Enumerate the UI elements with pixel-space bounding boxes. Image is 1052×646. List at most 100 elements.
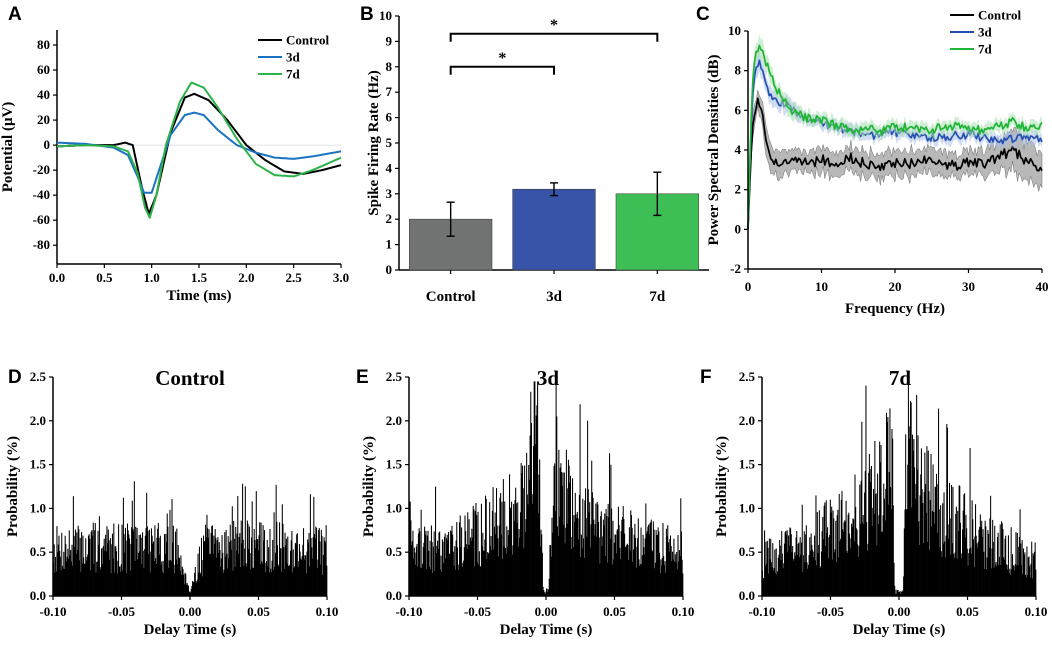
histogram-bar [426,535,428,596]
histogram-bar [630,515,632,596]
histogram-bar [476,562,478,596]
histogram-bar [266,561,268,596]
histogram-bar [133,531,135,596]
histogram-bar [501,501,503,596]
histogram-bar [107,543,109,596]
histogram-bar [128,534,130,596]
y-tick-label: 1.5 [739,457,756,472]
histogram-bar [583,557,585,596]
histogram-bar [272,539,274,596]
histogram-bar [199,572,201,596]
histogram-bar [210,532,212,596]
histogram-bar [626,544,628,596]
histogram-bar [558,449,560,596]
histogram-bar [144,535,146,596]
histogram-bar [964,493,966,596]
histogram-bar [792,560,794,596]
histogram-bar [446,534,448,596]
histogram-bar [460,547,462,596]
histogram-bar [156,537,158,596]
histogram-bar [788,535,790,596]
histogram-bar [944,541,946,596]
histogram-bar [540,529,542,596]
histogram-bar [682,573,684,596]
y-tick-label: -2 [730,261,741,276]
histogram-bar [184,572,186,596]
histogram-bar [291,531,293,596]
histogram-bar [287,566,289,596]
histogram-bar [248,548,250,596]
histogram-bar [953,558,955,596]
histogram-bar [887,416,889,596]
histogram-bar [188,591,190,596]
y-tick-label: 2 [386,211,393,226]
histogram-bar [527,504,529,596]
histogram-bar [603,525,605,596]
x-tick-label: -0.05 [464,604,492,619]
histogram-bar [417,533,419,596]
histogram-bar [505,553,507,596]
histogram-bar [320,529,322,596]
histogram-bar [442,541,444,596]
histogram-bar [153,561,155,596]
histogram-bar [79,537,81,596]
histogram-bar [992,541,994,596]
histogram-bar [681,559,683,596]
y-tick-label: 2.0 [30,413,46,428]
histogram-bar [550,556,552,596]
histogram-bar [899,591,901,596]
histogram-bar [565,449,567,596]
histogram-bar [662,522,664,596]
x-tick-label: 0 [745,279,752,294]
histogram-bar [79,560,81,596]
histogram-bar [906,509,908,596]
histogram-bar [80,571,82,596]
histogram-bar [614,534,616,596]
histogram-bar [816,512,818,596]
histogram-bar [968,553,970,596]
histogram-bar [449,553,451,596]
histogram-bar [430,525,432,596]
histogram-bar [957,510,959,596]
histogram-bar [875,494,877,596]
histogram-bar [825,500,827,596]
histogram-bar [1024,552,1026,596]
y-axis-title: Probability (%) [5,436,21,537]
histogram-bar [992,519,994,596]
histogram-bar [441,539,443,596]
histogram-bar [211,525,213,596]
histogram-bar [774,549,776,596]
histogram-bar [809,551,811,596]
histogram-bar [809,537,811,596]
histogram-bar [622,516,624,596]
histogram-bar [807,568,809,596]
x-tick-label: 0.05 [956,604,979,619]
x-tick-label: -0.10 [39,604,66,619]
histogram-bar [428,550,430,596]
histogram-bar [879,441,881,596]
histogram-bar [142,532,144,596]
histogram-bar [768,538,770,596]
histogram-bar [237,495,239,596]
histogram-bar [99,567,101,596]
histogram-bar [87,554,89,596]
histogram-bar [487,552,489,596]
histogram-bar [157,522,159,596]
histogram-bar [800,554,802,596]
panel-label-b: B [360,4,374,25]
histogram-bar [177,544,179,596]
histogram-bar [972,539,975,596]
histogram-bar [977,547,979,596]
histogram-bar [880,445,882,596]
histogram-bar [95,572,97,596]
histogram-bar [207,528,209,596]
histogram-bar [897,590,899,596]
histogram-bar [151,535,153,596]
histogram-bar [979,514,981,596]
histogram-bar [578,539,580,596]
histogram-bar [896,593,898,596]
histogram-bar [322,554,324,596]
histogram-bar [781,553,783,596]
histogram-bar [833,518,835,596]
histogram-bar [288,565,290,596]
